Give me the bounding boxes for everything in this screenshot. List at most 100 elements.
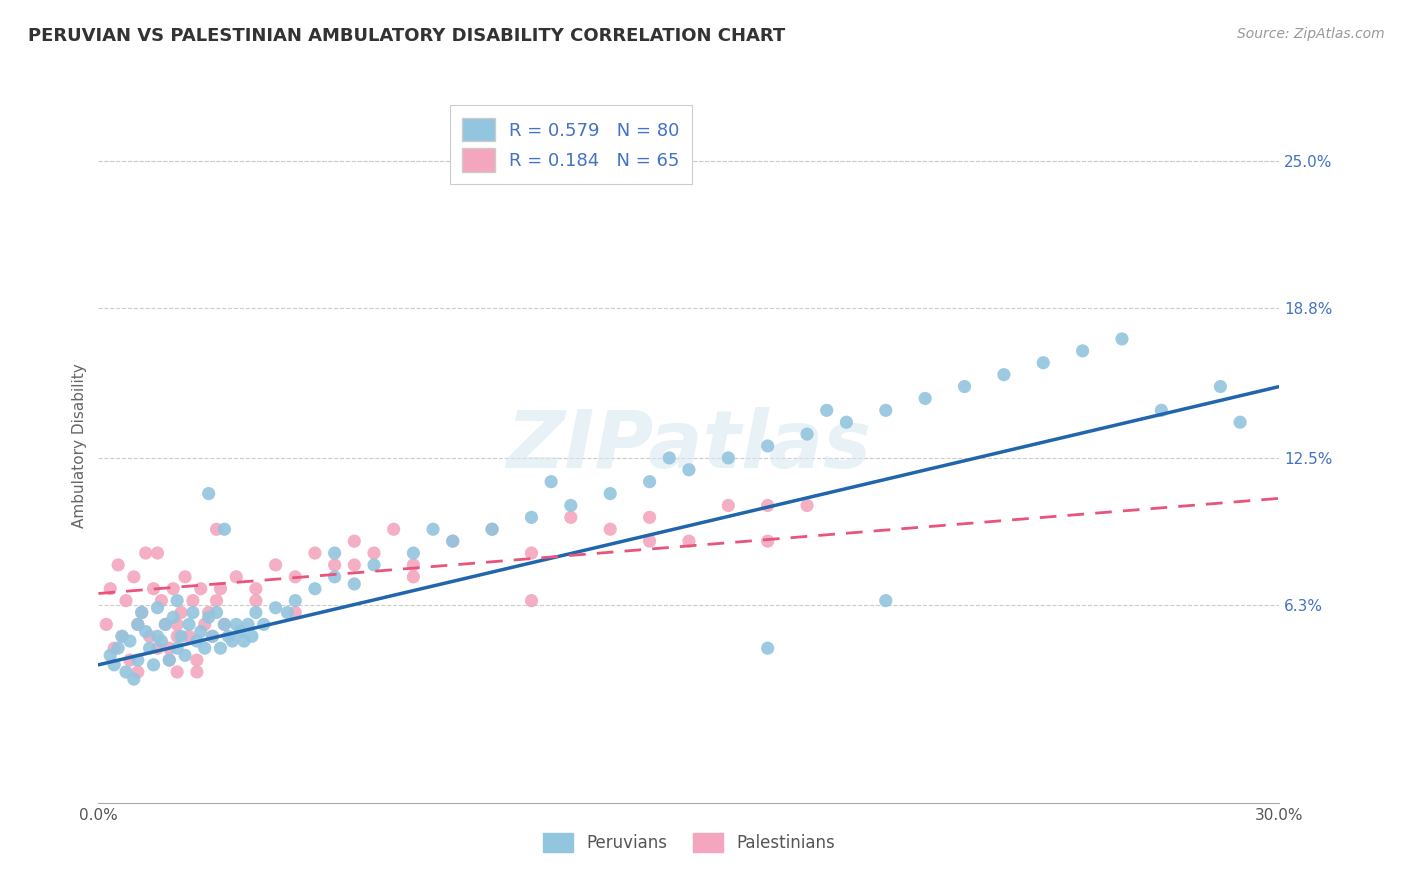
Point: [157, 641, 180, 656]
Point: [717, 499, 740, 513]
Point: [363, 558, 385, 572]
Point: [205, 593, 228, 607]
Y-axis label: Ambulatory Disability: Ambulatory Disability: [72, 364, 87, 528]
Point: [599, 486, 621, 500]
Point: [343, 577, 366, 591]
Point: [122, 672, 145, 686]
Point: [756, 534, 779, 549]
Point: [343, 534, 366, 549]
Point: [107, 558, 129, 572]
Point: [253, 617, 276, 632]
Point: [181, 593, 204, 607]
Point: [520, 546, 543, 560]
Point: [240, 629, 263, 643]
Legend: Peruvians, Palestinians: Peruvians, Palestinians: [537, 826, 841, 859]
Point: [177, 629, 200, 643]
Point: [142, 582, 165, 596]
Point: [264, 558, 287, 572]
Point: [638, 534, 661, 549]
Point: [993, 368, 1015, 382]
Text: Source: ZipAtlas.com: Source: ZipAtlas.com: [1237, 27, 1385, 41]
Point: [111, 629, 134, 643]
Point: [166, 617, 188, 632]
Point: [98, 582, 121, 596]
Point: [343, 558, 366, 572]
Point: [1209, 379, 1232, 393]
Point: [402, 558, 425, 572]
Point: [181, 606, 204, 620]
Point: [214, 617, 236, 632]
Point: [441, 534, 464, 549]
Point: [264, 600, 287, 615]
Point: [225, 617, 247, 632]
Point: [560, 499, 582, 513]
Point: [115, 593, 138, 607]
Point: [197, 606, 219, 620]
Point: [98, 648, 121, 663]
Point: [402, 546, 425, 560]
Point: [914, 392, 936, 406]
Point: [481, 522, 503, 536]
Point: [382, 522, 405, 536]
Point: [186, 634, 208, 648]
Point: [560, 510, 582, 524]
Point: [214, 522, 236, 536]
Point: [146, 600, 169, 615]
Point: [127, 617, 149, 632]
Point: [245, 582, 267, 596]
Point: [115, 665, 138, 679]
Point: [190, 624, 212, 639]
Point: [146, 629, 169, 643]
Point: [1032, 356, 1054, 370]
Point: [138, 629, 160, 643]
Point: [111, 629, 134, 643]
Point: [177, 617, 200, 632]
Point: [107, 641, 129, 656]
Point: [284, 593, 307, 607]
Point: [225, 570, 247, 584]
Point: [146, 641, 169, 656]
Point: [363, 546, 385, 560]
Text: ZIPatlas: ZIPatlas: [506, 407, 872, 485]
Point: [658, 450, 681, 465]
Point: [190, 582, 212, 596]
Point: [138, 641, 160, 656]
Point: [717, 450, 740, 465]
Point: [174, 570, 197, 584]
Point: [217, 629, 239, 643]
Point: [131, 606, 153, 620]
Point: [201, 629, 224, 643]
Point: [221, 634, 243, 648]
Point: [796, 499, 818, 513]
Point: [142, 657, 165, 672]
Point: [194, 617, 217, 632]
Point: [155, 617, 177, 632]
Point: [118, 634, 141, 648]
Point: [796, 427, 818, 442]
Point: [1229, 415, 1251, 429]
Point: [835, 415, 858, 429]
Point: [135, 546, 157, 560]
Point: [304, 582, 326, 596]
Point: [481, 522, 503, 536]
Point: [166, 665, 188, 679]
Point: [284, 570, 307, 584]
Point: [953, 379, 976, 393]
Point: [323, 570, 346, 584]
Point: [214, 617, 236, 632]
Point: [209, 582, 232, 596]
Point: [162, 582, 184, 596]
Point: [118, 653, 141, 667]
Point: [1071, 343, 1094, 358]
Point: [323, 558, 346, 572]
Point: [150, 593, 173, 607]
Point: [236, 617, 259, 632]
Point: [174, 648, 197, 663]
Point: [1111, 332, 1133, 346]
Point: [229, 624, 252, 639]
Point: [186, 665, 208, 679]
Point: [166, 593, 188, 607]
Point: [166, 629, 188, 643]
Point: [276, 606, 298, 620]
Point: [194, 641, 217, 656]
